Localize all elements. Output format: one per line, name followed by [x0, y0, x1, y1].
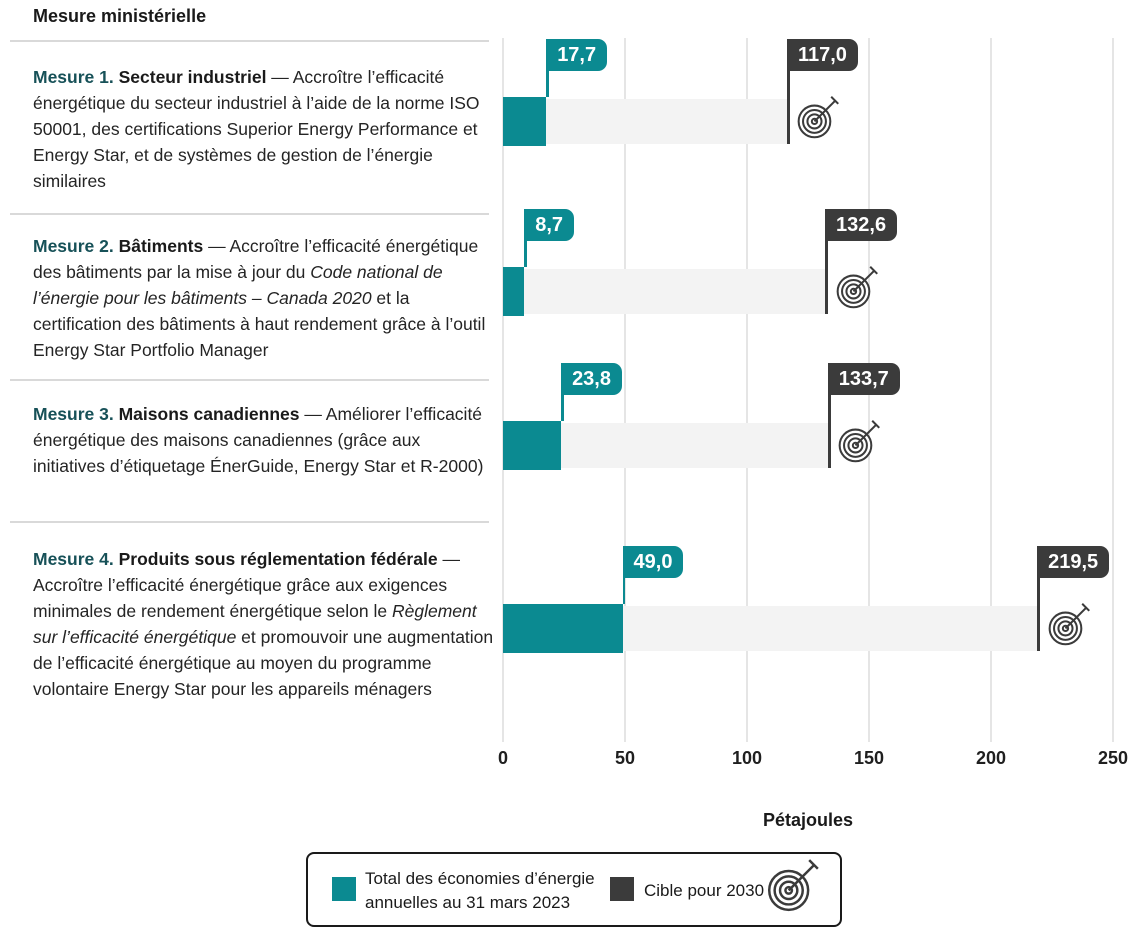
measure-text-segment: — Améliorer l’efficacité énergétique des… [33, 404, 484, 476]
target-icon [1048, 603, 1090, 646]
target-value-badge: 219,5 [1037, 546, 1110, 578]
measure-text-segment: — Accroître l’efficacité énergétique des… [33, 236, 479, 282]
measure-description: Mesure 3. Maisons canadiennes — Améliore… [33, 401, 497, 479]
x-axis-title: Pétajoules [762, 810, 854, 830]
target-marker-line [827, 395, 831, 468]
target-icon [798, 96, 840, 139]
savings-value-bar [503, 421, 562, 470]
measure-separator [10, 213, 489, 215]
gridline-200 [990, 38, 992, 742]
gridline-100 [746, 38, 748, 742]
measure-text-italic: Code national de l’énergie pour les bâti… [33, 262, 443, 308]
gridline-250 [1112, 38, 1114, 742]
measure-description: Mesure 1. Secteur industriel — Accroître… [33, 64, 497, 194]
savings-value-badge: 49,0 [622, 546, 684, 578]
gridline-0 [502, 38, 504, 742]
target-icon [766, 858, 820, 912]
savings-callout-line [561, 395, 564, 421]
target-track-bar [503, 99, 789, 144]
target-marker-line [786, 71, 790, 144]
x-tick-label: 150 [853, 748, 885, 768]
measure-text-italic: Règlement sur l’efficacité énergétique [33, 601, 477, 647]
x-tick-label: 0 [497, 748, 509, 768]
legend-label-annual-savings: Total des économies d’énergie annuelles … [365, 869, 595, 912]
measure-number: Mesure 4. [33, 549, 119, 569]
legend-swatch-annual-savings [332, 877, 356, 901]
savings-callout-line [524, 241, 527, 267]
savings-callout-line [622, 578, 626, 604]
x-tick-label: 50 [614, 748, 636, 768]
savings-value-bar [503, 267, 525, 316]
measure-number: Mesure 1. [33, 67, 119, 87]
target-icon [838, 420, 881, 463]
target-marker-line [1037, 578, 1041, 651]
gridline-50 [624, 38, 626, 742]
page-title: Mesure ministérielle [33, 6, 207, 26]
x-tick-label: 250 [1097, 748, 1129, 768]
measure-separator [10, 521, 489, 523]
legend-label-target: Cible pour 2030 [644, 881, 765, 900]
savings-value-badge: 17,7 [546, 39, 608, 71]
target-icon-holder [835, 265, 879, 309]
target-marker-line [825, 241, 829, 314]
measure-text-segment: — Accroître l’efficacité énergétique du … [33, 67, 480, 191]
target-value-badge: 132,6 [825, 209, 898, 241]
measure-topic: Produits sous réglementation fédérale [118, 549, 438, 569]
target-value-badge: 117,0 [786, 39, 858, 71]
measure-separator [10, 40, 489, 42]
savings-value-bar [503, 604, 623, 653]
savings-callout-line [546, 71, 549, 97]
measure-description: Mesure 2. Bâtiments — Accroître l’effica… [33, 233, 497, 363]
savings-value-badge: 8,7 [524, 209, 575, 241]
measure-text-segment: et la certification des bâtiments à haut… [33, 288, 486, 360]
target-icon-holder [837, 419, 881, 463]
chart-legend: Total des économies d’énergie annuelles … [306, 852, 842, 927]
measure-separator [10, 379, 489, 381]
target-icon [767, 859, 819, 912]
target-icon-holder [796, 95, 840, 139]
legend-swatch-target [610, 877, 634, 901]
target-icon-holder [1047, 602, 1091, 646]
target-icon [836, 266, 878, 309]
measure-topic: Bâtiments [118, 236, 204, 256]
measure-topic: Maisons canadiennes [118, 404, 300, 424]
measure-text-segment: et promouvoir une augmentation de l’effi… [33, 627, 494, 699]
measure-number: Mesure 3. [33, 404, 119, 424]
x-tick-label: 100 [731, 748, 763, 768]
measure-description: Mesure 4. Produits sous réglementation f… [33, 546, 497, 702]
measure-text-segment: — Accroître l’efficacité énergétique grâ… [33, 549, 460, 621]
savings-value-bar [503, 97, 547, 146]
x-tick-label: 200 [975, 748, 1007, 768]
measure-topic: Secteur industriel [118, 67, 267, 87]
measure-number: Mesure 2. [33, 236, 119, 256]
target-track-bar [503, 269, 827, 314]
target-value-badge: 133,7 [827, 363, 900, 395]
savings-value-badge: 23,8 [561, 363, 622, 395]
